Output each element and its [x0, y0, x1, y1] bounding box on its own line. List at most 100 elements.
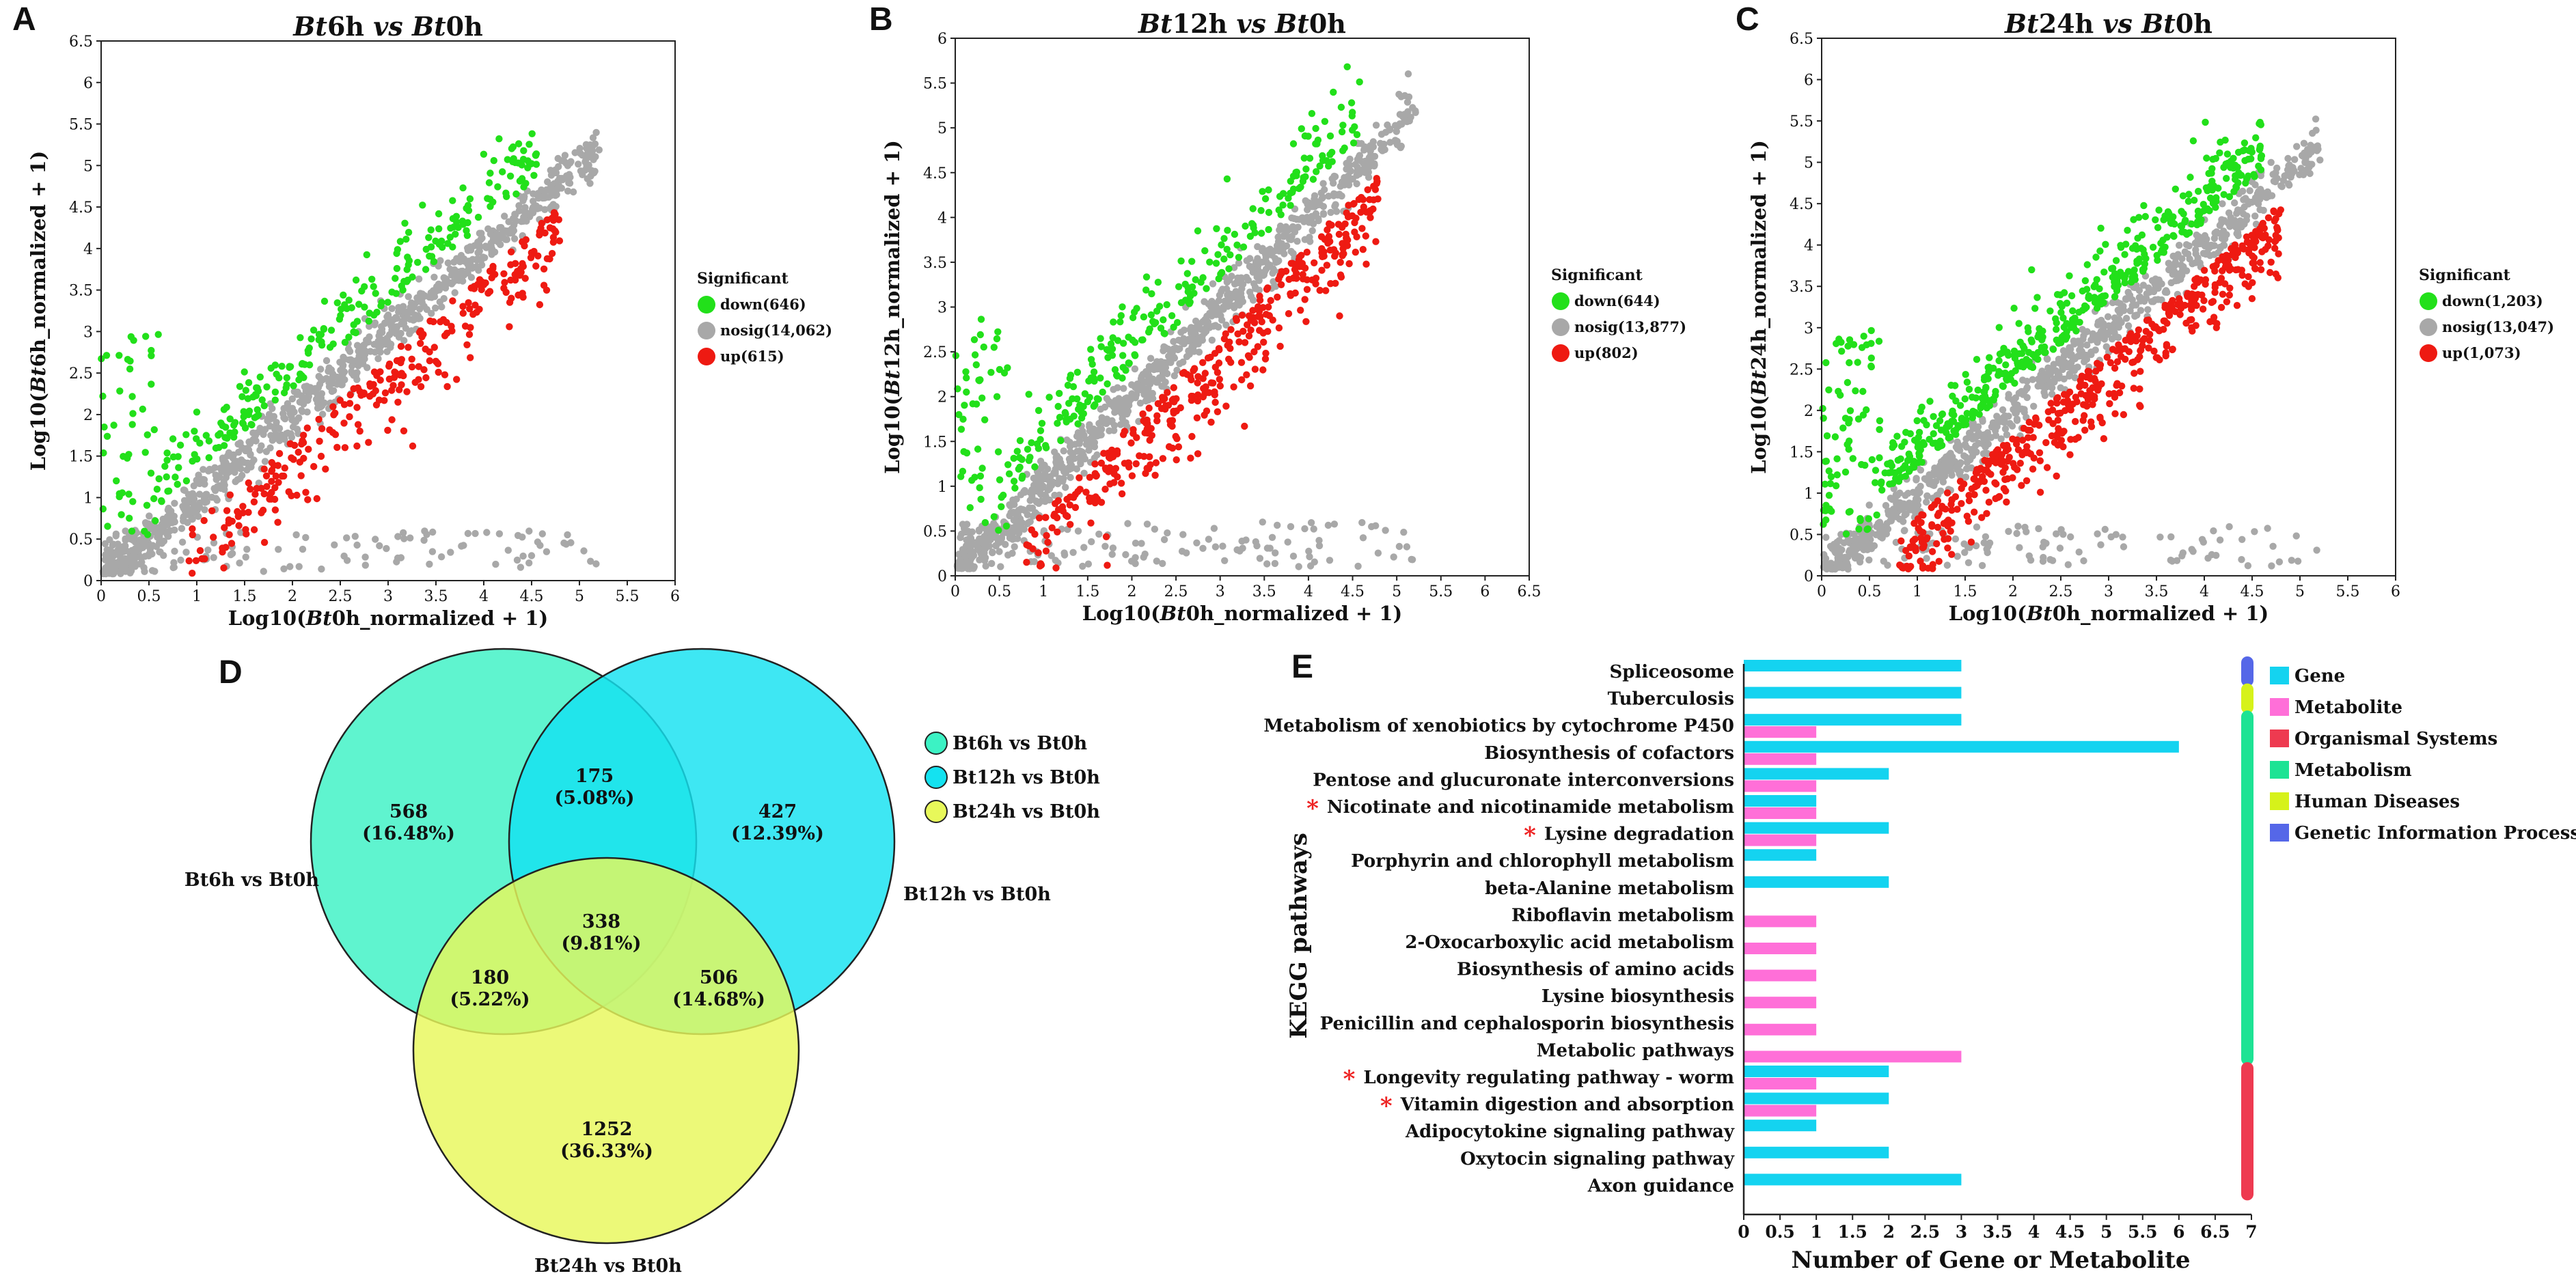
nosig-point [1913, 476, 1920, 484]
down-point [326, 344, 334, 351]
up-point [1023, 559, 1030, 566]
up-point [432, 357, 440, 365]
down-point [1215, 275, 1222, 283]
down-point [240, 413, 247, 421]
nosig-point [1403, 98, 1412, 106]
nosig-point [1095, 419, 1103, 428]
up-point [350, 385, 357, 393]
nosig-point [1399, 113, 1407, 120]
down-point [2017, 363, 2025, 370]
nosig-point [2256, 206, 2264, 214]
nosig-point [459, 277, 467, 285]
nosig-point [428, 294, 435, 301]
down-point [974, 445, 982, 453]
up-point [467, 324, 474, 331]
nosig-point [292, 531, 300, 539]
nosig-point [1923, 555, 1930, 562]
up-point [1256, 327, 1263, 334]
down-point [231, 419, 239, 426]
text-part: Bt [1160, 602, 1187, 625]
down-point [368, 275, 376, 283]
down-point [2149, 243, 2157, 251]
up-point [508, 294, 515, 302]
y-tick-label: 2 [937, 389, 947, 406]
down-point [161, 462, 169, 470]
down-point [1175, 283, 1183, 290]
y-tick-label: 3.5 [69, 283, 93, 300]
legend-label-up: up(615) [720, 348, 784, 365]
up-point [346, 413, 353, 421]
nosig-point [489, 237, 497, 245]
down-point [1235, 253, 1243, 261]
up-point [1335, 230, 1343, 238]
text-part: 0h [1309, 8, 1346, 39]
x-tick-label: 0 [950, 583, 960, 600]
down-point [388, 288, 396, 296]
up-point [515, 291, 522, 299]
nosig-point [1170, 337, 1177, 346]
nosig-point [2178, 552, 2186, 559]
nosig-point [2204, 249, 2211, 256]
x-tick-label: 0.5 [987, 583, 1011, 600]
up-point [1052, 564, 1060, 572]
nosig-point [376, 335, 384, 342]
up-point [1302, 318, 1310, 325]
down-point [1962, 418, 1969, 426]
nosig-point [1253, 542, 1261, 550]
down-point [202, 432, 210, 439]
down-point [1999, 382, 2006, 390]
nosig-point [109, 541, 116, 549]
down-point [1949, 392, 1956, 400]
nosig-point [1091, 454, 1099, 462]
down-point [2081, 277, 2089, 285]
nosig-point [220, 461, 228, 469]
down-point [1004, 364, 1011, 372]
nosig-point [2075, 548, 2083, 556]
up-point [228, 540, 236, 547]
nosig-point [1404, 70, 1412, 78]
text-part: 0h_normalized + 1) [1186, 602, 1403, 625]
nosig-point [1221, 557, 1229, 564]
nosig-point [1832, 548, 1839, 557]
x-tick-label: 5.5 [616, 588, 640, 605]
nosig-point [1964, 559, 1973, 566]
nosig-point [530, 190, 537, 197]
nosig-point [1066, 458, 1074, 466]
down-point [172, 473, 179, 481]
up-point [250, 526, 258, 533]
down-point [236, 383, 244, 390]
nosig-point [1263, 560, 1271, 568]
y-tick-label: 2 [83, 407, 93, 424]
nosig-point [2269, 171, 2277, 178]
up-point [1256, 296, 1264, 304]
down-point [1321, 117, 1329, 125]
nosig-point [399, 303, 407, 310]
up-point [1043, 531, 1050, 540]
up-point [353, 404, 361, 411]
down-point [1163, 301, 1170, 309]
down-point [981, 416, 989, 423]
down-point [1183, 270, 1192, 277]
up-point [1041, 514, 1050, 521]
down-point [1999, 370, 2006, 378]
down-point [1337, 103, 1345, 111]
nosig-point [1268, 533, 1276, 541]
up-point [1082, 488, 1090, 496]
down-point [1833, 455, 1841, 462]
nosig-point [1098, 414, 1106, 421]
nosig-point [2212, 228, 2221, 236]
nosig-point [1176, 345, 1183, 352]
up-point [409, 442, 417, 450]
down-point [959, 415, 967, 423]
nosig-point [1116, 421, 1125, 428]
down-point [1287, 202, 1294, 209]
nosig-point [1133, 391, 1140, 398]
down-point [425, 234, 433, 241]
nosig-point [1255, 286, 1263, 294]
up-point [1164, 389, 1171, 396]
nosig-point [2044, 375, 2051, 383]
nosig-point [1211, 543, 1220, 551]
nosig-point [460, 542, 467, 549]
nosig-point [364, 364, 371, 372]
nosig-point [260, 568, 267, 575]
